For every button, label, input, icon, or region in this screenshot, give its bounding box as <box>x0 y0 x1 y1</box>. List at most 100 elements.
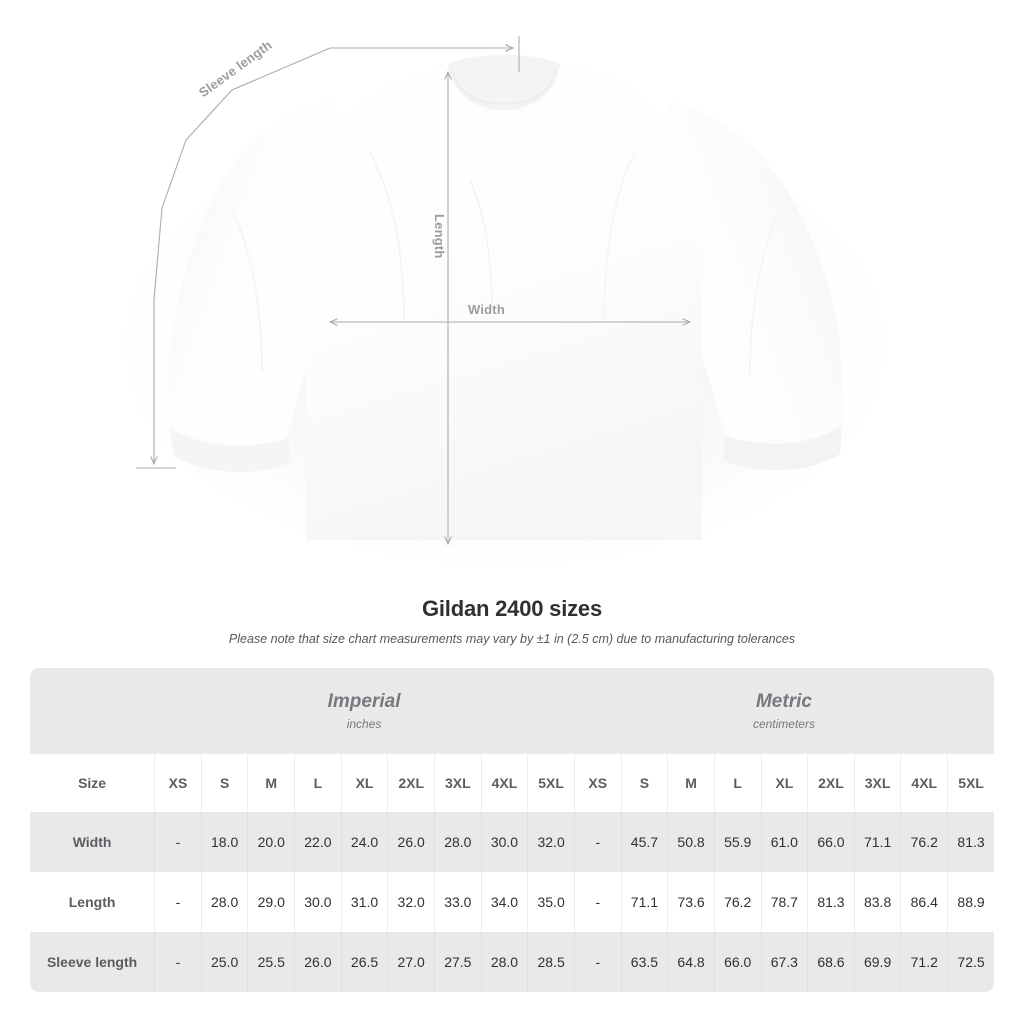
measurement-cell: 71.1 <box>620 872 668 932</box>
size-chart-table: Imperial inches Metric centimeters Size XS S… <box>30 668 994 992</box>
size-column-header: 2XL <box>807 754 854 812</box>
sleeve-length-line <box>153 47 331 462</box>
size-column-header: XL <box>760 754 808 812</box>
measurement-cell: 55.9 <box>713 812 761 872</box>
size-column-header: L <box>713 754 761 812</box>
garment-shape <box>169 55 843 540</box>
measurement-cell: 26.0 <box>294 932 341 992</box>
size-column-header: S <box>200 754 248 812</box>
table-row: Width -18.0 20.0 22.0 24.0 26.0 28.0 30.0 32.0-4… <box>30 812 994 872</box>
measurement-cell: 28.0 <box>480 932 528 992</box>
measurement-cell: - <box>154 812 201 872</box>
measurement-cell: 27.5 <box>434 932 481 992</box>
measurement-cell: 27.0 <box>387 932 434 992</box>
measurement-cell: 64.8 <box>667 932 714 992</box>
measurement-cell: 66.0 <box>807 812 854 872</box>
measurement-cell: 35.0 <box>527 872 574 932</box>
measurement-cell: 71.2 <box>900 932 948 992</box>
measurement-cell: - <box>573 812 621 872</box>
garment-illustration: Sleeve length Length Width <box>105 36 905 565</box>
size-column-header: 3XL <box>853 754 901 812</box>
size-column-header: 3XL <box>434 754 481 812</box>
size-column-header: 2XL <box>387 754 434 812</box>
size-row-header: Size <box>30 754 155 812</box>
measurement-cell: 67.3 <box>760 932 808 992</box>
measurement-cell: 72.5 <box>947 932 994 992</box>
measurement-cell: 76.2 <box>900 812 948 872</box>
measurement-cell: 45.7 <box>620 812 668 872</box>
measurement-cell: - <box>573 872 621 932</box>
measurement-cell: 32.0 <box>527 812 574 872</box>
measurement-cell: - <box>154 872 201 932</box>
measurement-cell: 71.1 <box>853 812 901 872</box>
system-name: Metric <box>755 690 812 712</box>
system-unit: inches <box>346 717 382 732</box>
dimension-lines <box>136 36 690 544</box>
size-chart-body: Width -18.0 20.0 22.0 24.0 26.0 28.0 30.0 32.0-4… <box>30 812 994 992</box>
measurement-cell: 25.0 <box>200 932 248 992</box>
measurement-cell: 28.5 <box>527 932 574 992</box>
measurement-cell: 76.2 <box>713 872 761 932</box>
measurement-cell: 30.0 <box>294 872 341 932</box>
measurement-cell: 66.0 <box>713 932 761 992</box>
size-column-header: 4XL <box>480 754 528 812</box>
measurement-row-label: Width <box>30 812 155 872</box>
measurement-cell: 28.0 <box>200 872 248 932</box>
measurement-cell: 63.5 <box>620 932 668 992</box>
size-column-header: 5XL <box>527 754 574 812</box>
size-header-row: Size XS S M L XL 2XL 3XL 4XL 5XL XS S M L XL 2XL 3XL 4XL… <box>30 754 994 812</box>
measurement-cell: 73.6 <box>667 872 714 932</box>
width-dimension-label: Width <box>468 302 505 317</box>
measurement-cell: 32.0 <box>387 872 434 932</box>
measurement-cell: - <box>154 932 201 992</box>
table-row: Sleeve length -25.0 25.5 26.0 26.5 27.0 27.5 28… <box>30 932 994 992</box>
page-title: Gildan 2400 sizes <box>421 596 603 621</box>
measurement-cell: 29.0 <box>247 872 295 932</box>
measurement-cell: 24.0 <box>340 812 388 872</box>
measurement-cell: 28.0 <box>434 812 481 872</box>
size-column-header: S <box>620 754 668 812</box>
size-column-header: M <box>667 754 714 812</box>
measurement-cell: 61.0 <box>760 812 808 872</box>
measurement-cell: 88.9 <box>947 872 994 932</box>
measurement-row-label: Length <box>30 872 155 932</box>
size-column-header: 5XL <box>947 754 994 812</box>
size-column-header: 4XL <box>900 754 948 812</box>
measurement-cell: 20.0 <box>247 812 295 872</box>
garment-svg <box>105 36 905 565</box>
measurement-cell: 50.8 <box>667 812 714 872</box>
measurement-cell: 18.0 <box>200 812 248 872</box>
size-column-header: XS <box>573 754 621 812</box>
table-row: Length -28.0 29.0 30.0 31.0 32.0 33.0 34.0 35.0-… <box>30 872 994 932</box>
measurement-system-metric: Metric centimeters <box>573 668 994 754</box>
system-row-spacer <box>30 668 155 754</box>
size-column-header: XL <box>340 754 388 812</box>
system-name: Imperial <box>327 690 401 712</box>
measurement-cell: 78.7 <box>760 872 808 932</box>
measurement-cell: 81.3 <box>807 872 854 932</box>
length-dimension-label: Length <box>432 214 447 259</box>
chart-title-block: Gildan 2400 sizes Please note that size … <box>0 596 1024 646</box>
measurement-cell: 26.0 <box>387 812 434 872</box>
measurement-row-label: Sleeve length <box>30 932 155 992</box>
measurement-cell: 30.0 <box>480 812 528 872</box>
size-column-header: XS <box>154 754 201 812</box>
size-column-header: L <box>294 754 341 812</box>
measurement-cell: 22.0 <box>294 812 341 872</box>
measurement-cell: 31.0 <box>340 872 388 932</box>
tolerance-note: Please note that size chart measurements… <box>228 632 796 646</box>
measurement-cell: 69.9 <box>853 932 901 992</box>
measurement-cell: 26.5 <box>340 932 388 992</box>
size-chart-table-container: Imperial inches Metric centimeters Size XS S… <box>30 668 994 992</box>
measurement-cell: 83.8 <box>853 872 901 932</box>
measurement-cell: 33.0 <box>434 872 481 932</box>
measurement-cell: 81.3 <box>947 812 994 872</box>
measurement-cell: 86.4 <box>900 872 948 932</box>
measurement-cell: - <box>573 932 621 992</box>
measurement-system-header-row: Imperial inches Metric centimeters <box>30 668 994 754</box>
measurement-cell: 68.6 <box>807 932 854 992</box>
measurement-system-imperial: Imperial inches <box>154 668 574 754</box>
measurement-cell: 34.0 <box>480 872 528 932</box>
system-unit: centimeters <box>752 717 815 732</box>
measurement-cell: 25.5 <box>247 932 295 992</box>
